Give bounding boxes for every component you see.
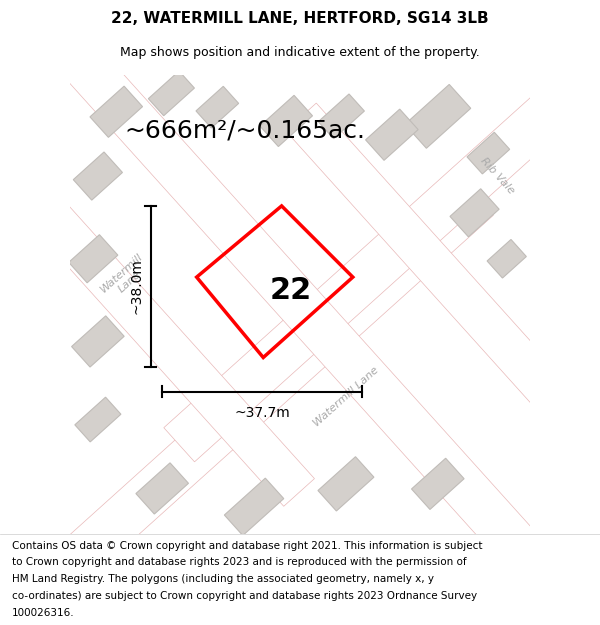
Polygon shape (52, 33, 548, 576)
Polygon shape (136, 463, 188, 514)
Text: co-ordinates) are subject to Crown copyright and database rights 2023 Ordnance S: co-ordinates) are subject to Crown copyr… (12, 591, 477, 601)
Polygon shape (286, 103, 600, 506)
Text: 100026316.: 100026316. (12, 608, 74, 618)
Polygon shape (73, 152, 122, 200)
Polygon shape (412, 458, 464, 509)
Polygon shape (487, 239, 526, 278)
Text: ~38.0m: ~38.0m (130, 258, 144, 314)
Polygon shape (0, 181, 493, 625)
Polygon shape (0, 103, 314, 506)
Text: Watermill Lane: Watermill Lane (311, 365, 380, 428)
Text: 22: 22 (269, 276, 312, 306)
Polygon shape (71, 316, 124, 367)
Text: Watermill
Lane: Watermill Lane (98, 251, 152, 303)
Polygon shape (148, 71, 194, 116)
Text: to Crown copyright and database rights 2023 and is reproduced with the permissio: to Crown copyright and database rights 2… (12, 558, 467, 568)
Text: ~37.7m: ~37.7m (234, 406, 290, 419)
Polygon shape (467, 132, 509, 174)
Polygon shape (224, 478, 284, 536)
Polygon shape (164, 28, 600, 462)
Text: ~666m²/~0.165ac.: ~666m²/~0.165ac. (124, 118, 365, 142)
Polygon shape (318, 457, 374, 511)
Text: Contains OS data © Crown copyright and database right 2021. This information is : Contains OS data © Crown copyright and d… (12, 541, 482, 551)
Polygon shape (75, 397, 121, 442)
Polygon shape (196, 86, 239, 128)
Text: 22, WATERMILL LANE, HERTFORD, SG14 3LB: 22, WATERMILL LANE, HERTFORD, SG14 3LB (111, 11, 489, 26)
Polygon shape (68, 234, 118, 283)
Text: HM Land Registry. The polygons (including the associated geometry, namely x, y: HM Land Registry. The polygons (includin… (12, 574, 434, 584)
Polygon shape (318, 94, 364, 139)
Polygon shape (365, 109, 418, 161)
Text: Map shows position and indicative extent of the property.: Map shows position and indicative extent… (120, 46, 480, 59)
Text: Rib Vale: Rib Vale (479, 156, 517, 196)
Polygon shape (90, 86, 143, 138)
Polygon shape (405, 84, 471, 148)
Polygon shape (260, 96, 313, 146)
Polygon shape (450, 189, 499, 237)
